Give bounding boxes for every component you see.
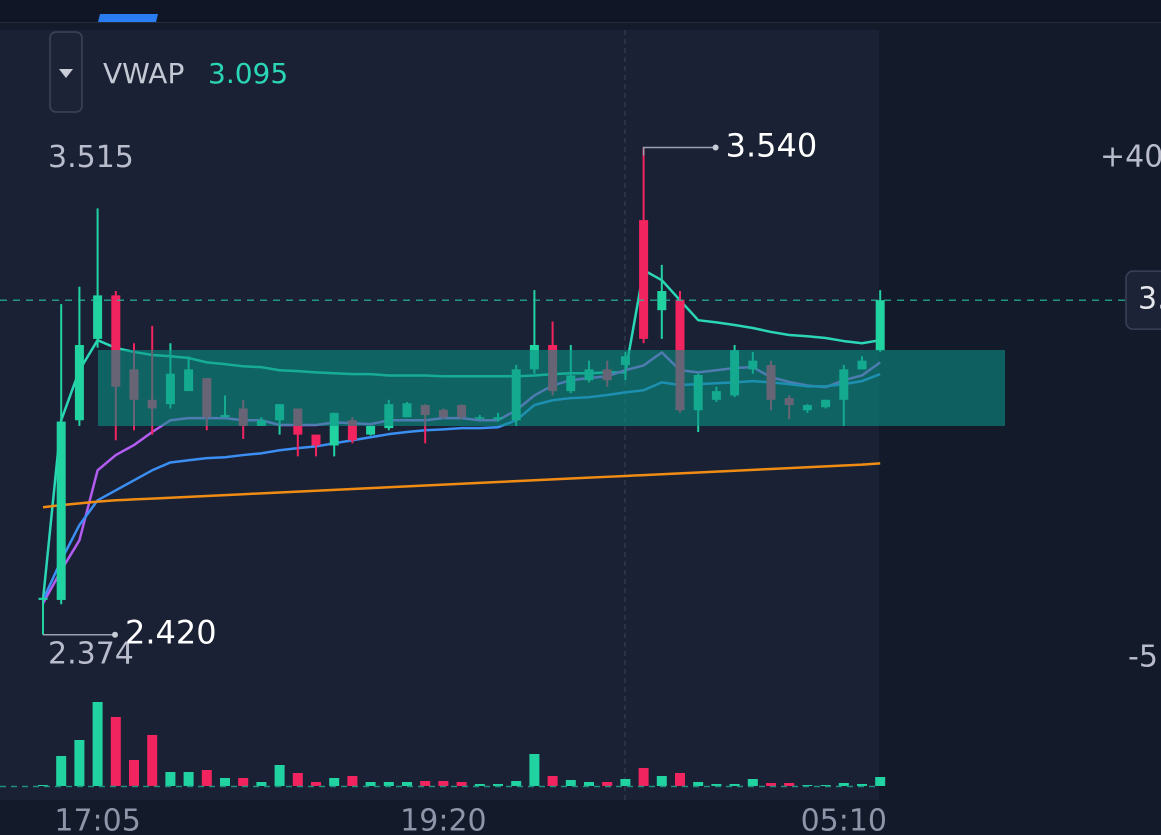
x-tick-label: 19:20 xyxy=(400,804,486,835)
low-label: 2.420 xyxy=(125,614,217,652)
volume-bar xyxy=(147,735,158,786)
candle-body xyxy=(93,295,103,339)
active-tab-indicator[interactable] xyxy=(98,14,158,22)
percent-label: -5 xyxy=(1128,640,1158,675)
volume-bar xyxy=(347,776,358,786)
volume-bar xyxy=(802,785,813,786)
legend-value: 3.095 xyxy=(208,57,288,90)
volume-bar xyxy=(274,765,285,786)
volume-bar xyxy=(238,778,249,786)
volume-bar xyxy=(638,768,649,786)
x-tick-label: 17:05 xyxy=(54,804,140,835)
volume-bar xyxy=(547,776,558,786)
top-bar xyxy=(0,0,1161,22)
candle-body xyxy=(366,425,376,435)
volume-bar xyxy=(438,781,449,786)
volume-bar xyxy=(74,740,85,786)
volume-bar xyxy=(201,770,212,786)
dropdown-arrow[interactable] xyxy=(59,69,73,78)
candle-body xyxy=(38,597,48,600)
low-dot xyxy=(112,631,118,638)
volume-bar xyxy=(420,781,431,786)
volume-bar xyxy=(256,782,267,786)
volume-bar xyxy=(584,782,594,786)
volume-bar xyxy=(383,782,394,786)
volume-bar xyxy=(110,717,121,786)
volume-bar xyxy=(165,772,176,786)
candle-body xyxy=(347,420,357,441)
volume-bar xyxy=(820,785,831,786)
volume-bar xyxy=(529,754,540,786)
candle-body xyxy=(639,220,649,339)
volume-bar xyxy=(729,784,740,786)
volume-bar xyxy=(857,784,867,786)
x-tick-label: 05:10 xyxy=(801,804,887,835)
volume-bar xyxy=(766,783,776,786)
volume-bar xyxy=(493,784,503,786)
candle-body xyxy=(657,291,667,311)
volume-bar xyxy=(711,784,722,786)
candle-body xyxy=(56,421,66,600)
volume-bar xyxy=(838,783,849,786)
indicator-line xyxy=(42,462,881,509)
volume-bar xyxy=(365,782,376,786)
volume-bar xyxy=(329,778,340,786)
percent-label: +40 xyxy=(1100,140,1161,175)
volume-bar xyxy=(784,783,795,786)
legend-name: VWAP xyxy=(103,57,184,90)
y-tick-label: 2.374 xyxy=(48,636,134,671)
volume-bar xyxy=(56,756,67,786)
volume-bar xyxy=(292,773,303,786)
candle-body xyxy=(111,295,121,387)
high-label: 3.540 xyxy=(726,126,818,164)
volume-bar xyxy=(565,780,576,786)
labels: 2.374 3.515 17:05 19:20 05:10 3.540 2.420 3. xyxy=(0,126,1161,835)
volume-bar xyxy=(747,779,758,786)
volume-bar xyxy=(602,782,613,786)
volume-bar xyxy=(675,773,685,786)
price-marker-box xyxy=(1125,270,1161,330)
high-dot xyxy=(712,144,719,151)
volume-bar xyxy=(875,777,886,786)
candle-body xyxy=(329,412,339,446)
volume-bar xyxy=(656,776,667,786)
range-zone[interactable] xyxy=(98,350,1005,426)
candle-body xyxy=(311,434,321,446)
volume-bar xyxy=(402,782,412,786)
price-marker-label: 3. xyxy=(1138,282,1161,317)
volume xyxy=(38,702,886,786)
volume-bar xyxy=(92,702,103,786)
volume-bar xyxy=(511,781,522,786)
candle-body xyxy=(875,300,885,351)
volume-bar xyxy=(456,782,467,786)
volume-bar xyxy=(220,778,230,786)
candle-body xyxy=(74,344,84,421)
volume-bar xyxy=(129,760,139,786)
high-leader xyxy=(642,146,716,156)
volume-bar xyxy=(474,784,485,786)
y-tick-label: 3.515 xyxy=(48,140,134,175)
volume-bar xyxy=(693,782,704,786)
volume-bar xyxy=(183,772,194,786)
volume-bar xyxy=(311,782,321,786)
volume-bar xyxy=(620,779,631,786)
volume-bar xyxy=(38,785,48,786)
